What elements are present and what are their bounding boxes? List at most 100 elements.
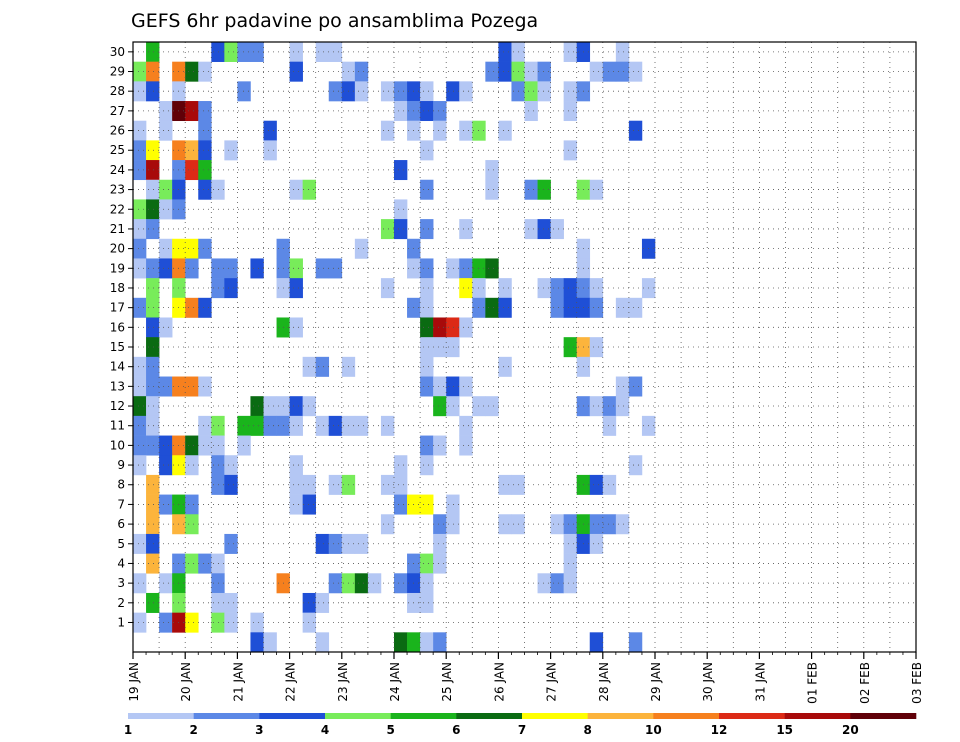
heatmap-cell (289, 415, 303, 436)
y-tick-label: 27 (110, 104, 125, 118)
heatmap-cell (485, 297, 499, 318)
heatmap-cell (302, 474, 316, 495)
heatmap-cell (420, 455, 434, 476)
heatmap-cell (211, 415, 225, 436)
heatmap-cell (433, 337, 447, 358)
heatmap-cell (537, 81, 551, 102)
heatmap-cell (211, 474, 225, 495)
heatmap-cell (498, 42, 512, 62)
y-tick-label: 15 (110, 340, 125, 354)
heatmap-cell (146, 317, 160, 338)
heatmap-cell (146, 160, 160, 181)
heatmap-cell (524, 101, 538, 122)
heatmap-cell (133, 573, 147, 594)
heatmap-cell (315, 42, 330, 62)
heatmap-cell (589, 474, 604, 495)
heatmap-cell (146, 435, 160, 456)
heatmap-cell (133, 199, 147, 220)
heatmap-cell (524, 179, 538, 200)
x-tick-label: 30 JAN (701, 662, 715, 702)
y-tick-label: 7 (117, 497, 125, 511)
heatmap-cell (537, 278, 551, 299)
heatmap-cells (133, 42, 656, 653)
heatmap-cell (628, 376, 643, 397)
heatmap-cell (185, 140, 199, 161)
heatmap-cell (433, 396, 447, 417)
y-tick-label: 9 (117, 458, 125, 472)
heatmap-cell (485, 179, 499, 200)
heatmap-cell (302, 494, 316, 515)
heatmap-cell (420, 553, 434, 574)
y-tick-label: 22 (110, 202, 125, 216)
heatmap-cell (289, 258, 303, 279)
heatmap-cell (159, 376, 173, 397)
heatmap-cell (198, 101, 212, 122)
heatmap-cell (159, 179, 173, 200)
heatmap-cell (563, 337, 577, 358)
heatmap-cell (498, 120, 512, 141)
heatmap-cell (315, 356, 330, 377)
heatmap-cell (133, 612, 147, 633)
heatmap-cell (420, 179, 434, 200)
x-tick-label: 23 JAN (336, 662, 350, 702)
heatmap-cell (354, 533, 369, 554)
heatmap-cell (159, 258, 173, 279)
heatmap-cell (446, 494, 460, 515)
heatmap-cell (263, 396, 277, 417)
heatmap-cell (394, 160, 408, 181)
x-tick-label: 27 JAN (545, 662, 559, 702)
heatmap-cell (446, 514, 460, 535)
y-tick-label: 16 (110, 320, 125, 334)
heatmap-cell (211, 592, 225, 613)
heatmap-cell (211, 455, 225, 476)
heatmap-cell (459, 415, 473, 436)
heatmap-cell (198, 376, 212, 397)
x-tick-label: 20 JAN (179, 662, 193, 702)
heatmap-cell (485, 396, 499, 417)
heatmap-cell (237, 415, 251, 436)
heatmap-cell (159, 573, 173, 594)
heatmap-cell (198, 160, 212, 181)
heatmap-cell (146, 376, 160, 397)
heatmap-cell (328, 573, 343, 594)
y-tick-label: 11 (110, 419, 125, 433)
heatmap-cell (537, 219, 551, 240)
colorbar-label: 4 (321, 723, 329, 737)
heatmap-cell (185, 160, 199, 181)
heatmap-cell (211, 553, 225, 574)
heatmap-cell (615, 42, 630, 62)
heatmap-cell (537, 179, 551, 200)
heatmap-cell (394, 474, 408, 495)
colorbar-swatch (456, 713, 523, 719)
heatmap-cell (133, 219, 147, 240)
heatmap-cell (133, 258, 147, 279)
heatmap-cell (380, 415, 395, 436)
heatmap-cell (185, 455, 199, 476)
heatmap-cell (146, 592, 160, 613)
heatmap-cell (146, 514, 160, 535)
y-tick-label: 28 (110, 84, 125, 98)
y-tick-label: 26 (110, 124, 125, 138)
heatmap-cell (615, 297, 630, 318)
x-tick-label: 02 FEB (858, 662, 872, 704)
heatmap-cell (211, 42, 225, 62)
heatmap-cell (602, 474, 617, 495)
heatmap-cell (394, 573, 408, 594)
heatmap-cell (146, 179, 160, 200)
heatmap-cell (550, 297, 564, 318)
y-tick-label: 23 (110, 183, 125, 197)
heatmap-cell (433, 101, 447, 122)
heatmap-cell (198, 415, 212, 436)
heatmap-cell (446, 258, 460, 279)
heatmap-cell (328, 42, 343, 62)
heatmap-cell (380, 278, 395, 299)
heatmap-cell (394, 199, 408, 220)
colorbar-label: 6 (452, 723, 460, 737)
heatmap-cell (224, 278, 238, 299)
colorbar-swatch (390, 713, 457, 719)
heatmap-cell (211, 612, 225, 633)
colorbar-swatch (259, 713, 326, 719)
heatmap-cell (146, 494, 160, 515)
heatmap-cell (146, 337, 160, 358)
heatmap-cell (433, 632, 447, 653)
